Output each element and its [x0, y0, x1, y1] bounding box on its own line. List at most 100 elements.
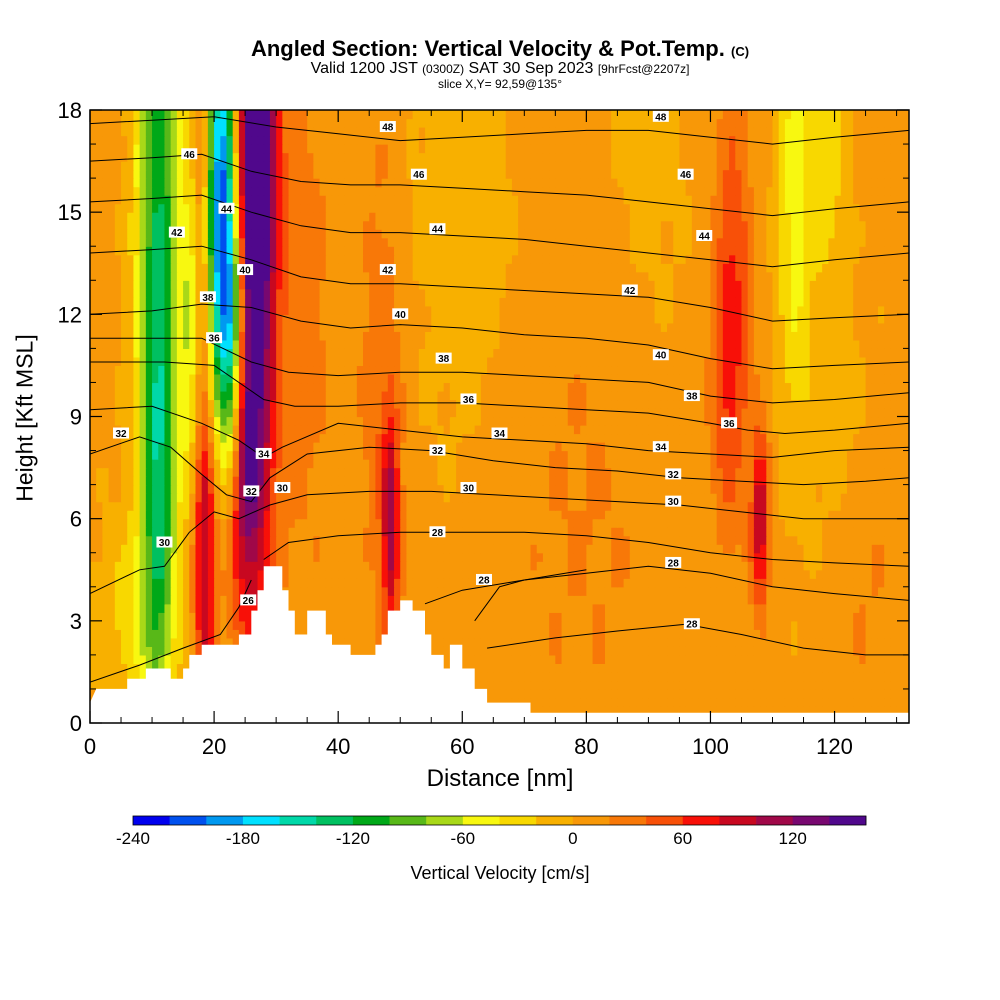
- velocity-cell: [859, 578, 867, 588]
- velocity-cell: [251, 586, 259, 596]
- velocity-cell: [735, 459, 743, 469]
- velocity-cell: [431, 433, 439, 443]
- velocity-cell: [698, 552, 705, 562]
- velocity-cell: [307, 552, 314, 562]
- velocity-cell: [207, 442, 215, 452]
- velocity-cell: [102, 416, 110, 426]
- velocity-cell: [505, 467, 513, 477]
- velocity-cell: [890, 552, 898, 562]
- velocity-cell: [152, 620, 159, 630]
- velocity-cell: [660, 561, 668, 571]
- velocity-cell: [524, 595, 532, 605]
- velocity-cell: [331, 578, 339, 588]
- velocity-cell: [871, 603, 879, 613]
- velocity-cell: [567, 705, 575, 716]
- velocity-cell: [834, 501, 842, 511]
- velocity-cell: [220, 612, 228, 622]
- velocity-cell: [307, 459, 314, 469]
- velocity-cell: [834, 646, 842, 656]
- velocity-cell: [555, 442, 563, 452]
- velocity-cell: [263, 535, 271, 545]
- velocity-cell: [667, 484, 674, 494]
- velocity-cell: [542, 612, 550, 622]
- velocity-cell: [418, 450, 426, 460]
- velocity-cell: [294, 620, 302, 630]
- velocity-cell: [338, 493, 345, 503]
- velocity-cell: [673, 663, 681, 673]
- velocity-cell: [667, 654, 674, 664]
- velocity-cell: [803, 578, 811, 588]
- velocity-cell: [263, 467, 271, 477]
- velocity-cell: [623, 646, 631, 656]
- velocity-cell: [406, 595, 414, 605]
- velocity-cell: [654, 527, 662, 537]
- velocity-cell: [567, 654, 575, 664]
- velocity-cell: [629, 646, 637, 656]
- velocity-cell: [691, 527, 699, 537]
- velocity-cell: [747, 535, 755, 545]
- velocity-cell: [586, 671, 594, 682]
- velocity-cell: [828, 527, 836, 537]
- velocity-cell: [282, 467, 290, 477]
- velocity-cell: [766, 450, 774, 460]
- velocity-cell: [325, 595, 333, 605]
- velocity-cell: [325, 629, 333, 639]
- velocity-cell: [114, 535, 122, 545]
- velocity-cell: [896, 688, 904, 699]
- velocity-cell: [698, 603, 705, 613]
- velocity-cell: [344, 501, 352, 511]
- velocity-cell: [232, 518, 240, 528]
- velocity-cell: [102, 484, 110, 494]
- velocity-cell: [505, 433, 513, 443]
- velocity-cell: [96, 637, 103, 647]
- velocity-cell: [667, 450, 674, 460]
- velocity-cell: [890, 416, 898, 426]
- velocity-cell: [555, 680, 563, 690]
- velocity-cell: [704, 459, 712, 469]
- velocity-cell: [96, 535, 103, 545]
- velocity-cell: [269, 459, 277, 469]
- velocity-cell: [667, 544, 674, 554]
- velocity-cell: [542, 620, 550, 630]
- velocity-cell: [300, 416, 308, 426]
- velocity-cell: [96, 501, 103, 511]
- velocity-cell: [276, 416, 283, 426]
- velocity-cell: [828, 476, 836, 486]
- velocity-cell: [561, 654, 569, 664]
- velocity-cell: [685, 629, 693, 639]
- velocity-cell: [797, 510, 805, 520]
- velocity-cell: [437, 399, 445, 409]
- velocity-cell: [189, 501, 197, 511]
- velocity-cell: [542, 527, 550, 537]
- velocity-cell: [840, 595, 848, 605]
- velocity-cell: [108, 501, 116, 511]
- velocity-cell: [648, 654, 656, 664]
- velocity-cell: [877, 620, 885, 630]
- velocity-cell: [778, 586, 786, 596]
- velocity-cell: [704, 603, 712, 613]
- velocity-cell: [536, 680, 544, 690]
- velocity-cell: [127, 637, 135, 647]
- velocity-cell: [369, 637, 376, 647]
- velocity-cell: [617, 399, 625, 409]
- velocity-cell: [611, 484, 618, 494]
- velocity-cell: [487, 646, 494, 656]
- velocity-cell: [102, 527, 110, 537]
- velocity-cell: [679, 467, 687, 477]
- velocity-cell: [443, 586, 451, 596]
- velocity-cell: [176, 663, 184, 673]
- velocity-cell: [269, 442, 277, 452]
- velocity-cell: [145, 467, 153, 477]
- velocity-cell: [561, 561, 569, 571]
- velocity-cell: [511, 493, 519, 503]
- velocity-cell: [232, 620, 240, 630]
- velocity-cell: [121, 510, 128, 520]
- velocity-cell: [902, 612, 909, 622]
- velocity-cell: [108, 476, 116, 486]
- velocity-cell: [493, 484, 501, 494]
- velocity-cell: [344, 595, 352, 605]
- velocity-cell: [102, 535, 110, 545]
- velocity-cell: [170, 501, 178, 511]
- velocity-cell: [611, 501, 618, 511]
- velocity-cell: [753, 476, 761, 486]
